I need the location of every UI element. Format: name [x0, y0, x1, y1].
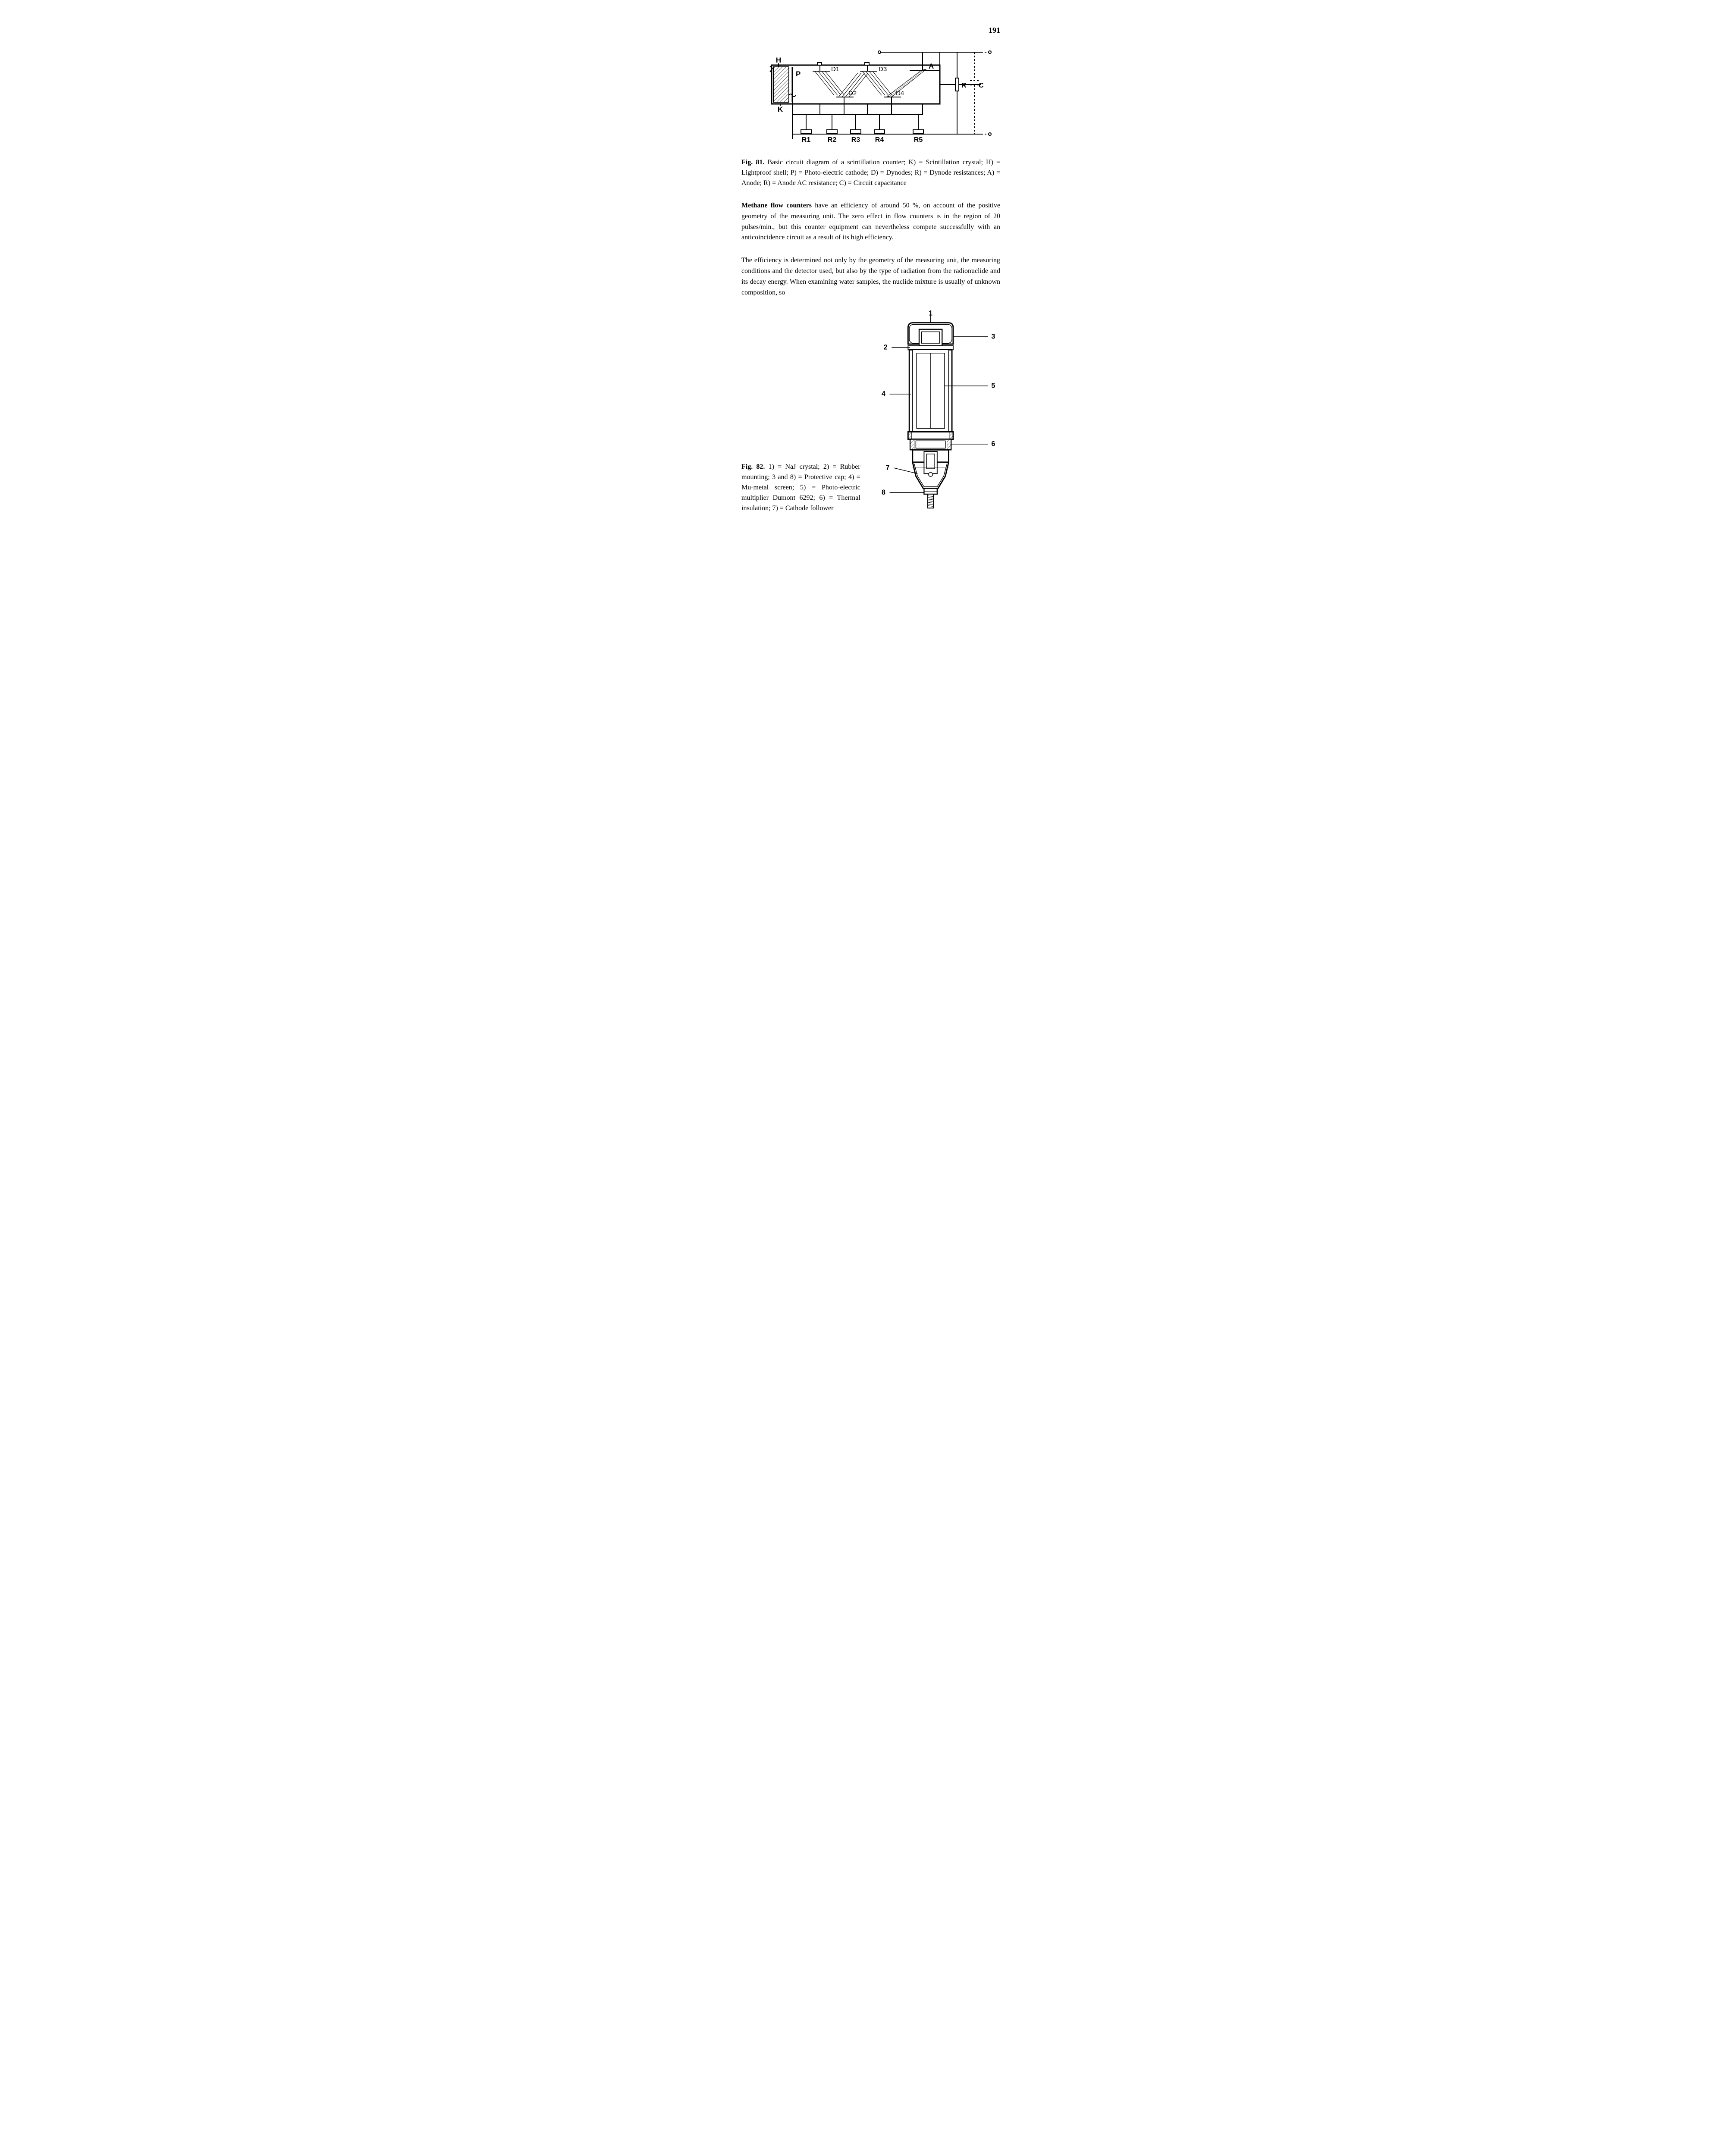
page: 191 H K P	[698, 0, 1035, 565]
fig81-label-D2: D2	[848, 90, 857, 97]
fig82-label-5: 5	[991, 382, 995, 390]
fig81-label-D1: D1	[831, 66, 839, 73]
paragraph-2: The efficiency is determined not only by…	[741, 255, 1000, 298]
fig82-label-7: 7	[885, 464, 889, 472]
fig82-diagram: 1 2 3 4 5 6 7 8	[869, 307, 1000, 531]
fig81-label-A: A	[929, 62, 934, 70]
fig81-label-K: K	[778, 105, 783, 113]
fig82-row: Fig. 82. 1) = NaJ crystal; 2) = Rubber m…	[741, 307, 1000, 531]
fig82-label-1: 1	[929, 310, 932, 317]
fig82-caption: Fig. 82. 1) = NaJ crystal; 2) = Rubber m…	[741, 462, 860, 514]
fig82-label-6: 6	[991, 440, 995, 448]
fig81-label-R2: R2	[828, 136, 837, 144]
paragraph-1: Methane flow counters have an efficiency…	[741, 201, 1000, 243]
fig82-caption-label: Fig. 82.	[741, 463, 765, 470]
fig81-caption-label: Fig. 81.	[741, 159, 764, 166]
fig81-label-C: C	[979, 82, 984, 89]
fig81-caption-text: Basic circuit diagram of a scintillation…	[741, 159, 1000, 187]
fig81-label-D3: D3	[879, 66, 887, 73]
fig82-label-8: 8	[882, 489, 885, 496]
fig82-label-4: 4	[882, 390, 885, 398]
fig81-label-R5: R5	[914, 136, 923, 144]
fig81-label-H: H	[776, 56, 781, 64]
fig81-caption: Fig. 81. Basic circuit diagram of a scin…	[741, 157, 1000, 188]
fig82-label-3: 3	[991, 333, 995, 341]
fig82-label-2: 2	[884, 344, 888, 351]
fig81-diagram: H K P D1 D2 D3	[750, 48, 992, 156]
fig81-label-R3: R3	[851, 136, 860, 144]
page-number: 191	[741, 26, 1000, 35]
fig81-label-P: P	[796, 70, 801, 78]
fig81-label-R: R	[961, 82, 967, 89]
fig81-label-R1: R1	[802, 136, 811, 144]
fig81-label-R4: R4	[875, 136, 884, 144]
para1-lead: Methane flow counters	[741, 202, 812, 209]
